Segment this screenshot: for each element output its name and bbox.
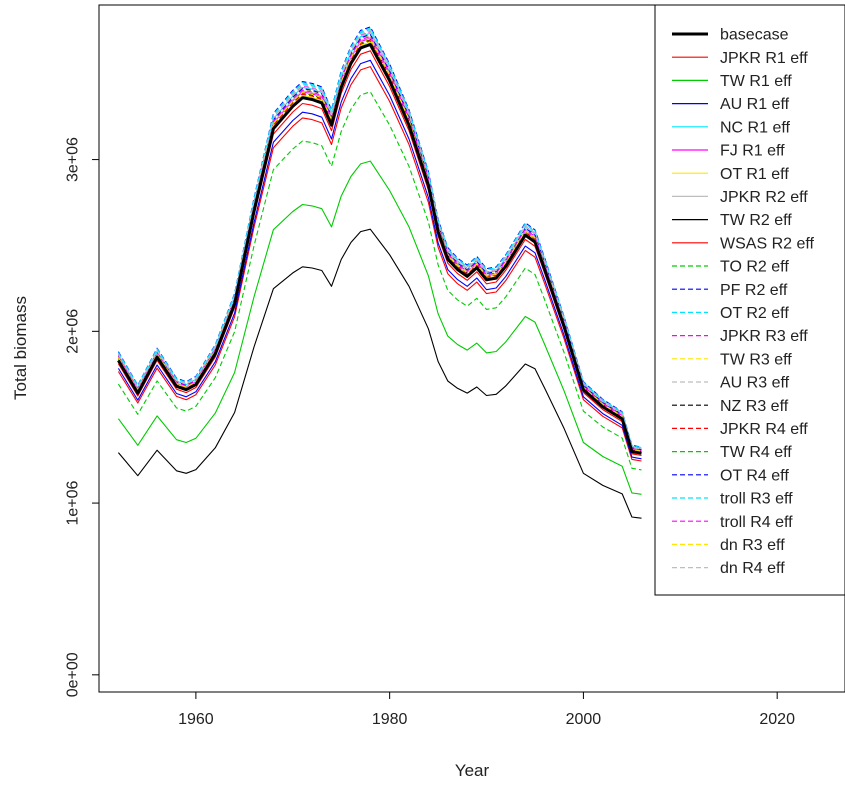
legend-label: PF R2 eff — [720, 282, 788, 299]
legend-label: TW R4 eff — [720, 444, 792, 461]
legend-label: AU R1 eff — [720, 96, 790, 113]
legend-label: dn R4 eff — [720, 560, 785, 577]
legend-label: troll R4 eff — [720, 514, 793, 531]
x-tick-label: 1980 — [372, 711, 408, 728]
series-line-troll-r4-eff — [117, 35, 642, 451]
legend-label: TW R2 eff — [720, 212, 792, 229]
y-axis-title: Total biomass — [11, 296, 30, 400]
series-line-au-r1-eff — [117, 59, 642, 460]
legend-label: TW R1 eff — [720, 73, 792, 90]
legend-label: OT R1 eff — [720, 166, 789, 183]
series-line-jpkr-r1-eff — [117, 66, 642, 462]
y-tick-label: 0e+00 — [65, 652, 82, 697]
series-lines — [117, 26, 642, 519]
x-axis-title: Year — [455, 761, 490, 780]
series-line-jpkr-r4-eff — [117, 40, 642, 453]
legend-label: dn R3 eff — [720, 537, 785, 554]
x-tick-label: 1960 — [178, 711, 214, 728]
x-tick-label: 2020 — [759, 711, 795, 728]
plot-frame — [98, 4, 845, 693]
series-line-troll-r3-eff — [117, 27, 642, 449]
legend-label: OT R4 eff — [720, 467, 789, 484]
y-tick-label: 3e+06 — [65, 137, 82, 182]
y-tick-label: 2e+06 — [65, 309, 82, 354]
legend-label: NZ R3 eff — [720, 398, 789, 415]
legend-label: basecase — [720, 27, 789, 44]
series-line-tw-r1-eff — [117, 160, 642, 495]
x-axis: 1960 1980 2000 2020 — [178, 692, 795, 728]
legend-label: troll R3 eff — [720, 491, 793, 508]
legend-label: OT R2 eff — [720, 305, 789, 322]
x-tick-label: 2000 — [566, 711, 602, 728]
legend: basecase JPKR R1 eff TW R1 eff AU R1 eff NC … — [672, 27, 815, 577]
series-line-wsas-r2-eff — [117, 50, 642, 457]
series-line-ot-r4-eff — [117, 33, 642, 451]
legend-label: JPKR R3 eff — [720, 328, 808, 345]
legend-label: JPKR R4 eff — [720, 421, 808, 438]
series-line-tw-r4-eff — [117, 42, 642, 454]
legend-label: JPKR R2 eff — [720, 189, 808, 206]
legend-label: WSAS R2 eff — [720, 235, 815, 252]
series-line-dn-r4-eff — [117, 31, 642, 450]
y-axis: 0e+00 1e+06 2e+06 3e+06 — [65, 137, 99, 697]
legend-label: AU R3 eff — [720, 375, 790, 392]
series-line-to-r2-eff — [117, 91, 642, 471]
legend-label: JPKR R1 eff — [720, 50, 808, 67]
series-line-tw-r2-eff — [117, 228, 642, 519]
legend-label: TO R2 eff — [720, 259, 789, 276]
legend-label: NC R1 eff — [720, 119, 791, 136]
y-tick-label: 1e+06 — [65, 481, 82, 526]
legend-label: TW R3 eff — [720, 351, 792, 368]
legend-label: FJ R1 eff — [720, 143, 785, 160]
series-line-basecase — [117, 43, 642, 455]
